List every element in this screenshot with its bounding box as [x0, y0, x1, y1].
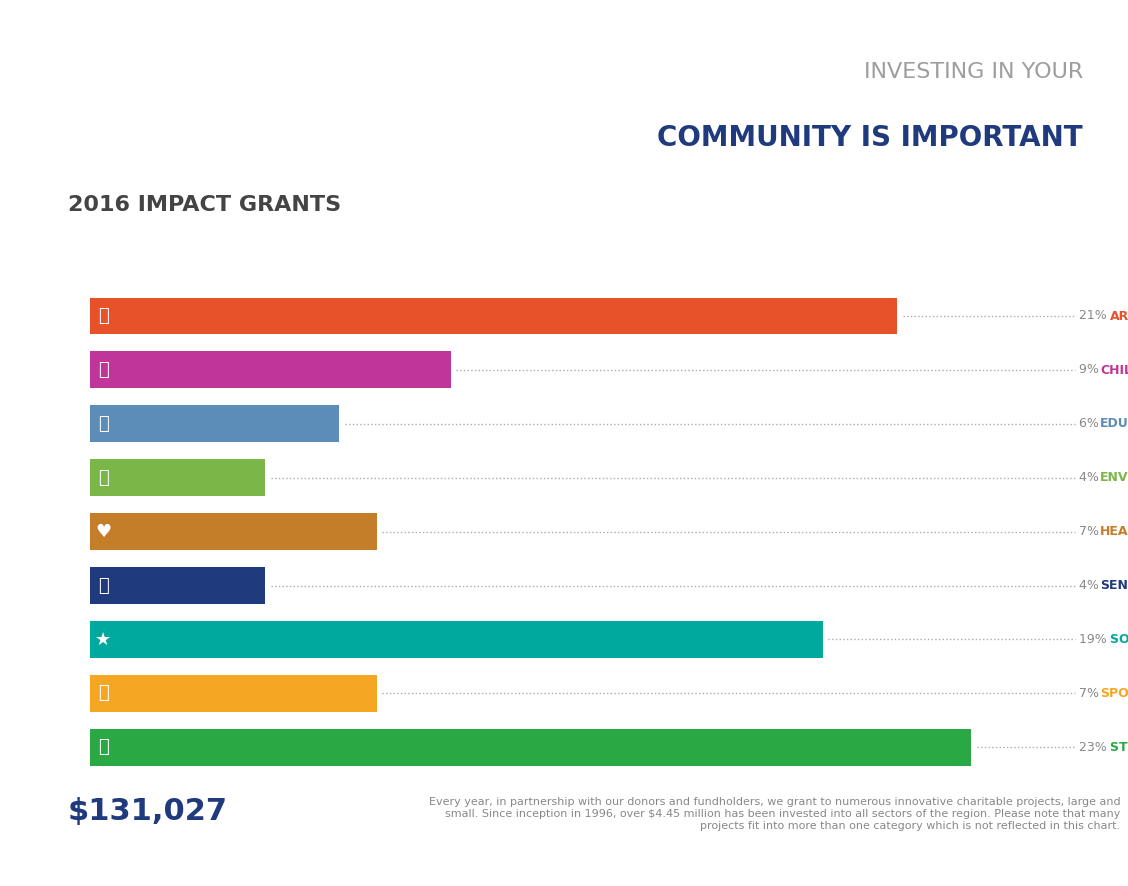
- Text: SOCIAL SERVICES: SOCIAL SERVICES: [1110, 633, 1128, 646]
- Text: Every year, in partnership with our donors and fundholders, we grant to numerous: Every year, in partnership with our dono…: [429, 797, 1120, 830]
- Text: 👥: 👥: [98, 577, 108, 595]
- Bar: [116, 406, 340, 442]
- Bar: [90, 352, 116, 388]
- Text: ENVIRONMENTAL: ENVIRONMENTAL: [1100, 471, 1128, 484]
- Text: 6%: 6%: [1079, 417, 1103, 431]
- Text: 2016 IMPACT GRANTS: 2016 IMPACT GRANTS: [68, 195, 341, 215]
- Text: STUDENT AWARDS: STUDENT AWARDS: [1110, 741, 1128, 754]
- Text: 7%: 7%: [1079, 525, 1103, 538]
- Text: 🖼: 🖼: [98, 307, 108, 325]
- Bar: [116, 298, 897, 334]
- Text: 9%: 9%: [1079, 363, 1103, 377]
- Text: CHILDREN/YOUTH: CHILDREN/YOUTH: [1100, 363, 1128, 377]
- Text: INVESTING IN YOUR: INVESTING IN YOUR: [864, 62, 1083, 82]
- Text: ♥: ♥: [95, 523, 112, 540]
- Text: ★: ★: [95, 631, 112, 649]
- Bar: [90, 406, 116, 442]
- Text: COMMUNITY IS IMPORTANT: COMMUNITY IS IMPORTANT: [658, 124, 1083, 152]
- Text: 🐻: 🐻: [98, 361, 108, 379]
- Text: $131,027: $131,027: [68, 797, 228, 827]
- Bar: [90, 729, 116, 766]
- Bar: [116, 729, 971, 766]
- Text: EDUCATION: EDUCATION: [1100, 417, 1128, 431]
- Bar: [116, 621, 822, 657]
- Bar: [90, 675, 116, 711]
- Bar: [90, 513, 116, 550]
- Bar: [90, 298, 116, 334]
- Bar: [90, 567, 116, 604]
- Bar: [116, 567, 265, 604]
- Text: 4%: 4%: [1079, 471, 1103, 484]
- Text: 🏆: 🏆: [98, 738, 108, 757]
- Text: HEALTH: HEALTH: [1100, 525, 1128, 538]
- Bar: [116, 352, 451, 388]
- Text: SENIORS: SENIORS: [1100, 579, 1128, 592]
- Bar: [116, 513, 377, 550]
- Text: SPORT/RECREATIONAL: SPORT/RECREATIONAL: [1100, 687, 1128, 700]
- Bar: [90, 459, 116, 496]
- Text: 4%: 4%: [1079, 579, 1103, 592]
- Text: 7%: 7%: [1079, 687, 1103, 700]
- Text: ARTS/CULTURE: ARTS/CULTURE: [1110, 309, 1128, 323]
- Text: 📚: 📚: [98, 415, 108, 432]
- Text: 🏀: 🏀: [98, 684, 108, 703]
- Text: 23%: 23%: [1079, 741, 1111, 754]
- Text: 🌱: 🌱: [98, 469, 108, 486]
- Text: 19%: 19%: [1079, 633, 1111, 646]
- Text: 21%: 21%: [1079, 309, 1111, 323]
- Bar: [116, 459, 265, 496]
- Bar: [90, 621, 116, 657]
- Bar: [116, 675, 377, 711]
